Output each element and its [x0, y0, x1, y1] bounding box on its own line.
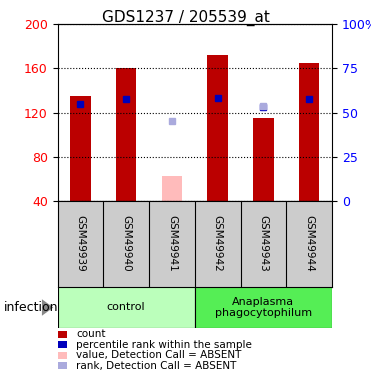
Bar [58, 287, 195, 328]
Bar [253, 118, 274, 201]
Text: GSM49944: GSM49944 [304, 215, 314, 272]
Bar [162, 176, 182, 201]
Text: GSM49941: GSM49941 [167, 215, 177, 272]
Bar [299, 63, 319, 201]
Text: GSM49943: GSM49943 [259, 215, 268, 272]
Bar [207, 55, 228, 201]
Text: infection: infection [4, 301, 58, 314]
Text: GDS1237 / 205539_at: GDS1237 / 205539_at [102, 9, 269, 26]
Text: GSM49940: GSM49940 [121, 215, 131, 272]
Text: count: count [76, 329, 106, 339]
Text: GSM49942: GSM49942 [213, 215, 223, 272]
Text: value, Detection Call = ABSENT: value, Detection Call = ABSENT [76, 350, 242, 360]
Text: control: control [107, 303, 145, 312]
Text: rank, Detection Call = ABSENT: rank, Detection Call = ABSENT [76, 361, 236, 370]
Text: percentile rank within the sample: percentile rank within the sample [76, 340, 252, 350]
Bar [195, 287, 332, 328]
Text: Anaplasma
phagocytophilum: Anaplasma phagocytophilum [215, 297, 312, 318]
Bar [116, 68, 137, 201]
Polygon shape [42, 299, 53, 316]
Bar [70, 96, 91, 201]
Text: GSM49939: GSM49939 [75, 215, 85, 272]
